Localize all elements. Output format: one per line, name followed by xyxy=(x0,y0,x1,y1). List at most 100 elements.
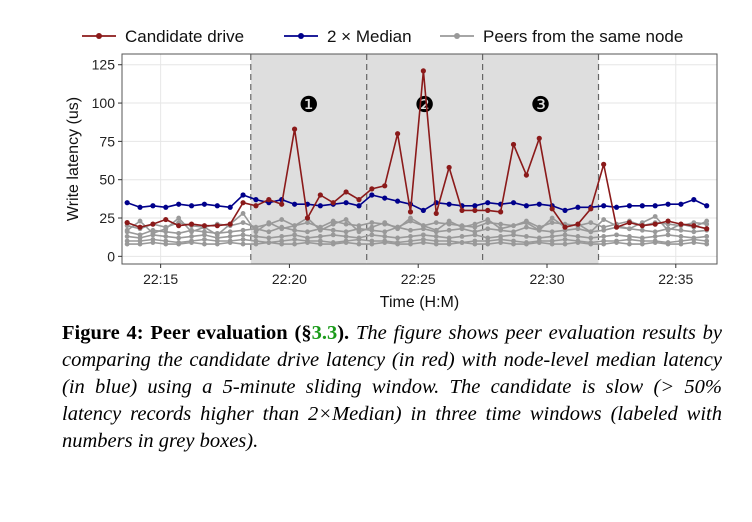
peer-series-5-point xyxy=(395,226,401,232)
peer-series-1-point xyxy=(227,229,233,235)
peer-series-1-point xyxy=(292,227,297,233)
candidate-series-point xyxy=(240,200,246,206)
median-series-point xyxy=(691,197,697,203)
peer-series-5-point xyxy=(317,227,323,233)
peer-series-6-point xyxy=(678,241,684,247)
x-tick-label: 22:35 xyxy=(658,271,693,287)
peer-series-6-point xyxy=(639,241,645,247)
peer-series-2-point xyxy=(408,234,413,239)
peer-series-5-point xyxy=(652,214,658,219)
peer-series-6-point xyxy=(292,241,297,247)
legend-entry-1: Candidate drive xyxy=(82,27,244,46)
peer-series-3-line xyxy=(127,238,707,244)
candidate-series-point xyxy=(279,201,285,207)
peer-series-2-line xyxy=(127,234,707,239)
candidate-series-point xyxy=(485,207,491,213)
peer-series-2-point xyxy=(227,234,233,239)
candidate-series-point xyxy=(356,197,362,203)
chart-axes: 0 25 50 75 100 125 22:15 22:20 22:25 22:30 22:35 Ti… xyxy=(65,53,718,311)
peer-series-2-point xyxy=(433,234,439,239)
peer-series-2-point xyxy=(395,235,401,241)
peer-series-6-point xyxy=(395,241,401,247)
x-tick-label: 22:20 xyxy=(272,271,307,287)
candidate-series-point xyxy=(330,200,336,206)
peer-series-6-point xyxy=(614,240,619,245)
median-series-point xyxy=(240,192,246,198)
peer-series-5-point xyxy=(266,220,272,226)
candidate-series-point xyxy=(446,164,452,171)
median-series-point xyxy=(253,197,259,203)
median-series-line xyxy=(126,194,708,212)
peer-series-6-point xyxy=(214,241,220,247)
legend-label: 2 × Median xyxy=(327,27,412,46)
peer-series-1-point xyxy=(485,226,491,232)
median-series-point xyxy=(291,201,298,207)
peer-series-6-point xyxy=(691,240,697,245)
latency-chart: Candidate drive 2 × Median Peers from the … xyxy=(65,27,718,311)
peer-series-6-point xyxy=(189,240,194,245)
median-series-point xyxy=(613,204,620,210)
peer-series-2-point xyxy=(549,234,555,239)
y-tick-label: 25 xyxy=(99,210,115,226)
peer-series-2-point xyxy=(459,234,465,239)
peer-series-2-point xyxy=(678,234,684,239)
peer-series-3-point xyxy=(240,237,246,242)
peer-series-2-point xyxy=(511,232,516,238)
y-axis-title: Write latency (us) xyxy=(65,97,82,221)
peer-series-6-point xyxy=(266,240,272,245)
peer-series-2-point xyxy=(240,232,246,238)
peer-series-4-point xyxy=(498,221,504,227)
peer-series-6-point xyxy=(279,241,285,247)
peer-series-4-point xyxy=(279,217,285,222)
caption-section-link[interactable]: 3.3 xyxy=(311,322,338,344)
peer-series-5-point xyxy=(472,221,478,227)
peer-series-5-point xyxy=(343,217,349,222)
peer-series-6-point xyxy=(420,240,426,245)
candidate-series-point xyxy=(201,223,208,229)
peer-series-5-point xyxy=(176,215,182,221)
peer-series-1-point xyxy=(266,229,272,235)
candidate-series-point xyxy=(613,224,620,230)
median-series-point xyxy=(369,192,375,198)
peer-series-1-point xyxy=(343,229,349,235)
peer-series-5-point xyxy=(446,218,452,224)
peer-series-5-point xyxy=(536,227,542,233)
median-series-point xyxy=(665,201,671,207)
median-series-point xyxy=(704,203,710,209)
peer-series-2-point xyxy=(124,234,130,239)
candidate-series-point xyxy=(472,207,478,213)
candidate-series-point xyxy=(678,221,684,227)
y-tick-label: 0 xyxy=(107,248,115,264)
candidate-series-point xyxy=(536,135,542,141)
median-series-point xyxy=(446,201,452,207)
peer-series-6-point xyxy=(356,241,362,247)
peer-series-2-point xyxy=(562,232,568,238)
peer-series-6-point xyxy=(485,241,491,247)
peer-series-5-point xyxy=(420,223,426,229)
peer-series-3-point xyxy=(627,237,632,242)
median-series-point xyxy=(150,203,156,209)
median-series-point xyxy=(395,198,401,204)
candidate-series-point xyxy=(510,141,517,148)
y-tick-label: 125 xyxy=(92,57,116,73)
candidate-series-point xyxy=(266,197,272,203)
peer-series-5-point xyxy=(163,226,169,232)
figure-caption: Figure 4: Peer evaluation (§3.3). The fi… xyxy=(62,320,722,455)
peer-series-2-point xyxy=(266,235,272,241)
candidate-series-point xyxy=(304,215,311,221)
peer-series-2-point xyxy=(704,234,710,239)
peer-series-6-point xyxy=(549,241,555,247)
peer-series-6-point xyxy=(124,241,130,247)
median-series-point xyxy=(472,203,478,209)
peer-series-2-point xyxy=(292,232,297,238)
candidate-series-point xyxy=(575,221,581,227)
peer-series-6-point xyxy=(176,241,182,247)
peer-series-1-point xyxy=(330,227,336,233)
peer-series-1-line xyxy=(127,226,707,236)
peer-series-1-point xyxy=(678,227,684,233)
candidate-series-point xyxy=(652,221,658,227)
peer-series-2-point xyxy=(176,235,182,241)
median-series-point xyxy=(124,200,130,206)
peer-series-6-point xyxy=(433,241,439,247)
peer-series-5-point xyxy=(189,229,194,235)
